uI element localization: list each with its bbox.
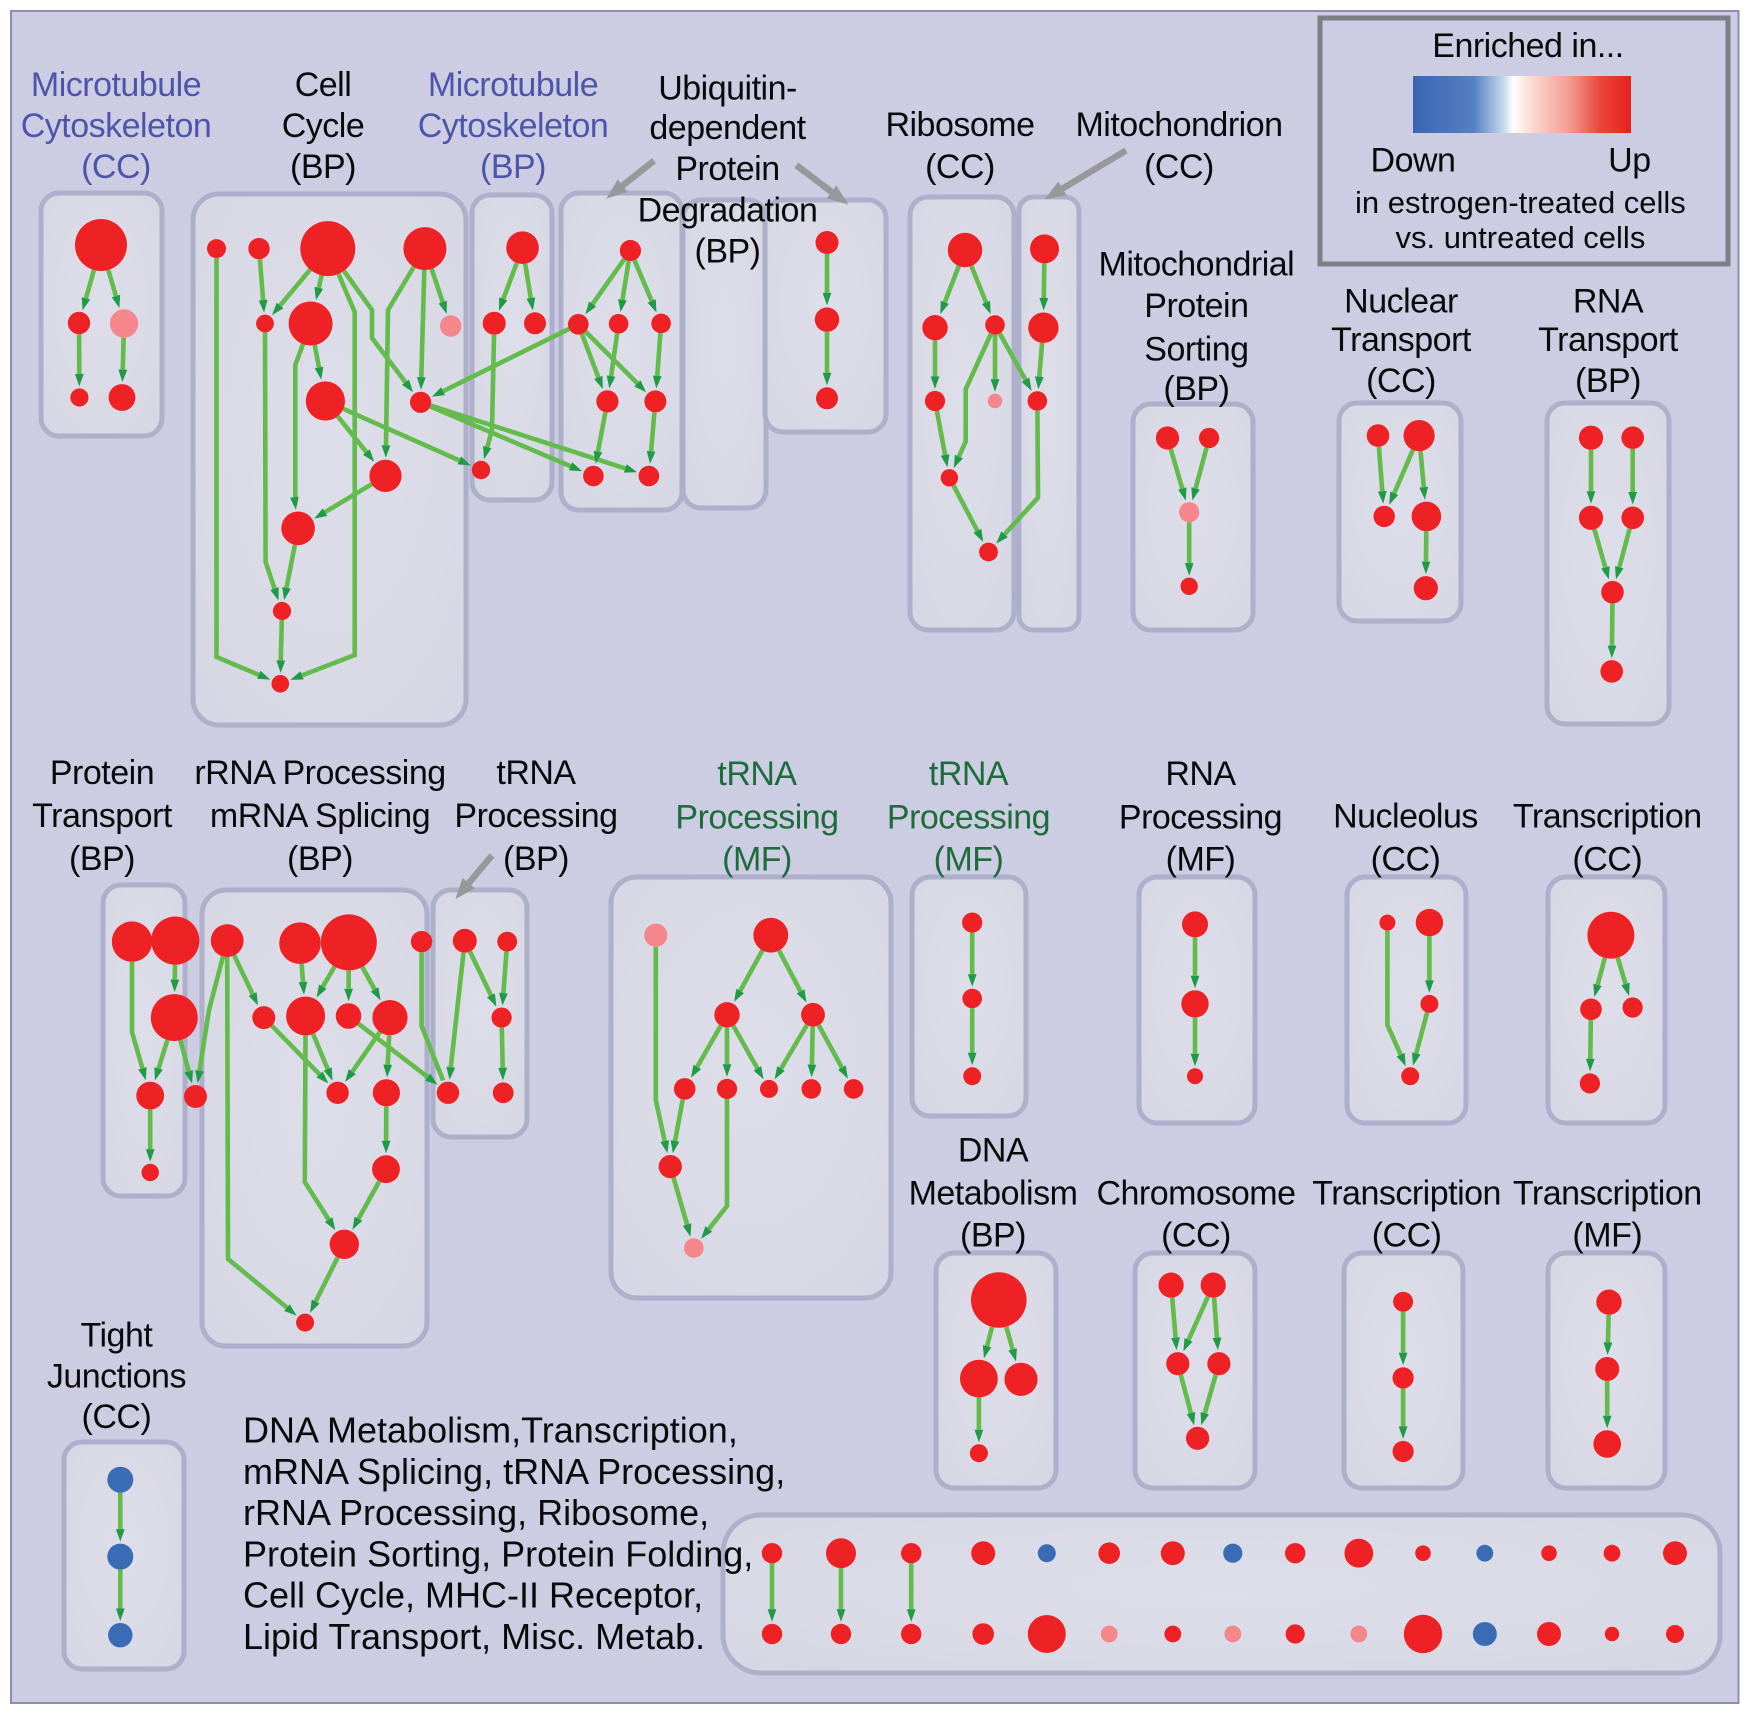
svg-text:Protein: Protein (675, 150, 779, 188)
svg-text:Junctions: Junctions (47, 1357, 186, 1395)
svg-text:(CC): (CC) (1371, 840, 1441, 878)
svg-text:(CC): (CC) (1144, 148, 1214, 186)
svg-text:RNA: RNA (1573, 282, 1644, 320)
svg-text:DNA Metabolism,Transcription,: DNA Metabolism,Transcription, (243, 1410, 738, 1451)
svg-text:Up: Up (1608, 141, 1650, 179)
svg-text:Cytoskeleton: Cytoskeleton (21, 107, 212, 145)
svg-text:Processing: Processing (454, 797, 617, 835)
svg-text:(BP): (BP) (290, 148, 356, 186)
svg-text:Ribosome: Ribosome (885, 106, 1034, 144)
svg-text:(BP): (BP) (695, 233, 761, 271)
svg-text:Cycle: Cycle (282, 107, 365, 145)
svg-text:Cell Cycle, MHC-II Receptor,: Cell Cycle, MHC-II Receptor, (243, 1575, 703, 1616)
svg-text:Chromosome: Chromosome (1096, 1175, 1295, 1213)
svg-text:(CC): (CC) (925, 148, 995, 186)
svg-text:(MF): (MF) (934, 840, 1004, 878)
svg-text:Mitochondrial: Mitochondrial (1099, 245, 1295, 283)
svg-text:vs. untreated cells: vs. untreated cells (1395, 220, 1645, 255)
svg-text:(BP): (BP) (480, 148, 546, 186)
svg-text:Transcription: Transcription (1513, 798, 1702, 836)
svg-text:Protein Sorting, Protein Foldi: Protein Sorting, Protein Folding, (243, 1533, 753, 1574)
svg-text:(MF): (MF) (1572, 1216, 1642, 1254)
svg-text:rRNA Processing: rRNA Processing (194, 754, 445, 792)
svg-text:mRNA Splicing: mRNA Splicing (210, 797, 430, 835)
svg-text:Transport: Transport (1538, 321, 1679, 359)
svg-text:Microtubule: Microtubule (428, 66, 598, 104)
svg-text:(BP): (BP) (960, 1216, 1026, 1254)
svg-text:(BP): (BP) (1163, 370, 1229, 408)
svg-text:tRNA: tRNA (496, 754, 576, 792)
svg-text:Transport: Transport (1331, 321, 1472, 359)
svg-text:Tight: Tight (80, 1317, 153, 1355)
svg-text:Sorting: Sorting (1144, 330, 1248, 368)
svg-text:in estrogen-treated cells: in estrogen-treated cells (1355, 185, 1686, 220)
svg-text:(BP): (BP) (503, 840, 569, 878)
svg-text:Nuclear: Nuclear (1344, 282, 1458, 320)
svg-text:Nucleolus: Nucleolus (1333, 798, 1478, 836)
svg-text:(CC): (CC) (1366, 362, 1436, 400)
svg-text:Transport: Transport (32, 797, 173, 835)
svg-text:Transcription: Transcription (1513, 1175, 1702, 1213)
svg-text:Enriched in...: Enriched in... (1432, 27, 1623, 65)
svg-text:DNA: DNA (958, 1131, 1029, 1169)
svg-text:Protein: Protein (1144, 287, 1248, 325)
svg-text:tRNA: tRNA (929, 755, 1009, 793)
svg-text:dependent: dependent (649, 109, 806, 147)
svg-text:(BP): (BP) (1575, 362, 1641, 400)
svg-text:(MF): (MF) (722, 840, 792, 878)
svg-text:Cell: Cell (295, 66, 352, 104)
svg-text:Protein: Protein (50, 754, 154, 792)
svg-text:mRNA Splicing, tRNA Processing: mRNA Splicing, tRNA Processing, (243, 1451, 785, 1492)
svg-text:Processing: Processing (675, 799, 838, 837)
svg-text:Microtubule: Microtubule (31, 66, 201, 104)
svg-text:Processing: Processing (1119, 799, 1282, 837)
svg-text:Cytoskeleton: Cytoskeleton (418, 107, 609, 145)
svg-text:Degradation: Degradation (638, 192, 818, 230)
svg-text:Mitochondrion: Mitochondrion (1075, 106, 1282, 144)
svg-text:Lipid Transport, Misc. Metab.: Lipid Transport, Misc. Metab. (243, 1616, 705, 1657)
svg-text:rRNA Processing, Ribosome,: rRNA Processing, Ribosome, (243, 1492, 709, 1533)
svg-text:(MF): (MF) (1166, 840, 1236, 878)
svg-text:Down: Down (1371, 141, 1456, 179)
svg-text:Ubiquitin-: Ubiquitin- (658, 70, 797, 108)
svg-text:Metabolism: Metabolism (909, 1175, 1078, 1213)
svg-text:(CC): (CC) (1572, 840, 1642, 878)
svg-text:(BP): (BP) (69, 840, 135, 878)
svg-text:(CC): (CC) (82, 1398, 152, 1436)
svg-text:(BP): (BP) (287, 840, 353, 878)
svg-text:(CC): (CC) (1372, 1216, 1442, 1254)
svg-text:Transcription: Transcription (1312, 1175, 1501, 1213)
svg-text:(CC): (CC) (1161, 1216, 1231, 1254)
svg-text:(CC): (CC) (81, 148, 151, 186)
svg-text:RNA: RNA (1165, 755, 1236, 793)
svg-text:tRNA: tRNA (717, 755, 797, 793)
svg-text:Processing: Processing (887, 799, 1050, 837)
